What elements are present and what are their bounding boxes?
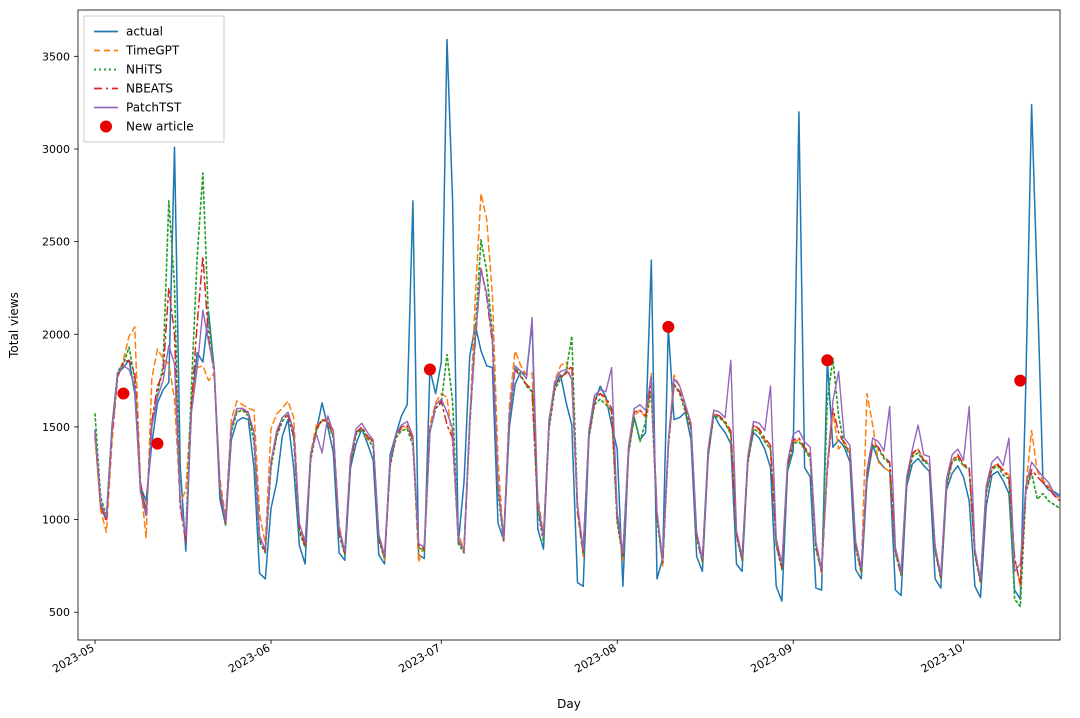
legend-label-timegpt: TimeGPT xyxy=(125,44,180,58)
svg-text:3000: 3000 xyxy=(42,143,70,156)
svg-text:2500: 2500 xyxy=(42,236,70,249)
marker-newarticle xyxy=(424,363,436,375)
chart-svg: 5001000150020002500300035002023-052023-0… xyxy=(0,0,1080,718)
x-axis-label: Day xyxy=(557,697,581,711)
svg-text:1500: 1500 xyxy=(42,421,70,434)
timeseries-chart: 5001000150020002500300035002023-052023-0… xyxy=(0,0,1080,718)
marker-newarticle xyxy=(662,321,674,333)
marker-newarticle xyxy=(821,354,833,366)
legend: actual TimeGPT NHiTS NBEATS PatchTST New arti… xyxy=(84,16,224,142)
marker-newarticle xyxy=(1014,375,1026,387)
marker-newarticle xyxy=(151,438,163,450)
svg-text:2000: 2000 xyxy=(42,328,70,341)
legend-label-nbeats: NBEATS xyxy=(126,82,173,96)
legend-label-newarticle: New article xyxy=(126,120,194,134)
marker-newarticle xyxy=(117,388,129,400)
legend-label-nhits: NHiTS xyxy=(126,63,162,77)
legend-label-actual: actual xyxy=(126,25,163,39)
legend-label-patchtst: PatchTST xyxy=(126,101,182,115)
svg-text:3500: 3500 xyxy=(42,50,70,63)
svg-text:500: 500 xyxy=(49,606,70,619)
y-axis-label: Total views xyxy=(7,292,21,359)
svg-text:1000: 1000 xyxy=(42,514,70,527)
